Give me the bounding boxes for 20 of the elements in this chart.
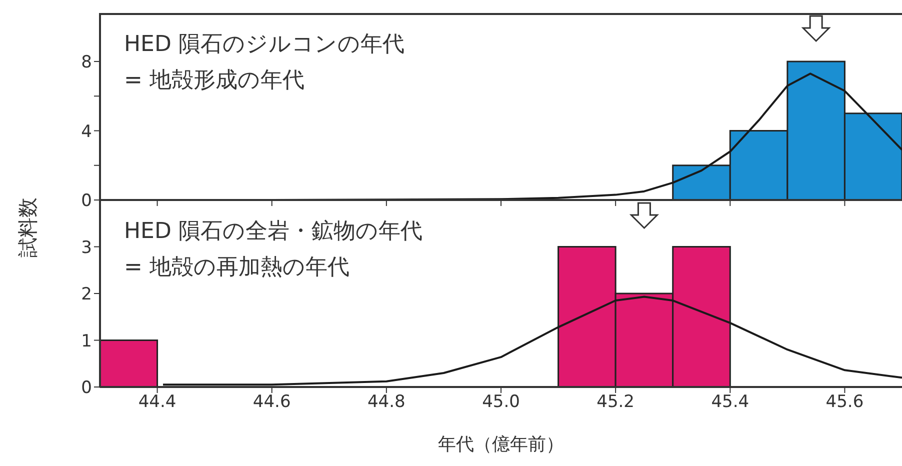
x-axis-title: 年代（億年前） [437,433,565,456]
y-tick-label: 1 [81,331,92,352]
y-tick-label: 3 [81,238,92,258]
annotation: = 地殻の再加熱の年代 [124,254,350,282]
y-tick-label: 2 [81,284,92,305]
annotation: = 地殻形成の年代 [124,67,306,95]
x-tick-label: 45.6 [826,392,864,412]
x-tick-label: 44.4 [138,392,176,412]
x-tick-label: 44.6 [252,392,291,412]
x-tick-label: 44.8 [368,392,406,412]
y-tick-label: 4 [81,122,92,142]
x-tick-label: 45.2 [596,392,634,412]
y-axis-title: 試料数 [14,196,40,260]
y-tick-label: 0 [81,191,92,212]
annotation: HED 隕石のジルコンの年代 [124,31,404,59]
x-tick-label: 45.0 [482,392,520,412]
y-tick-label: 8 [81,52,92,73]
y-tick-label: 0 [81,378,92,398]
annotation: HED 隕石の全岩・鉱物の年代 [124,218,422,246]
x-tick-label: 45.4 [711,392,750,412]
